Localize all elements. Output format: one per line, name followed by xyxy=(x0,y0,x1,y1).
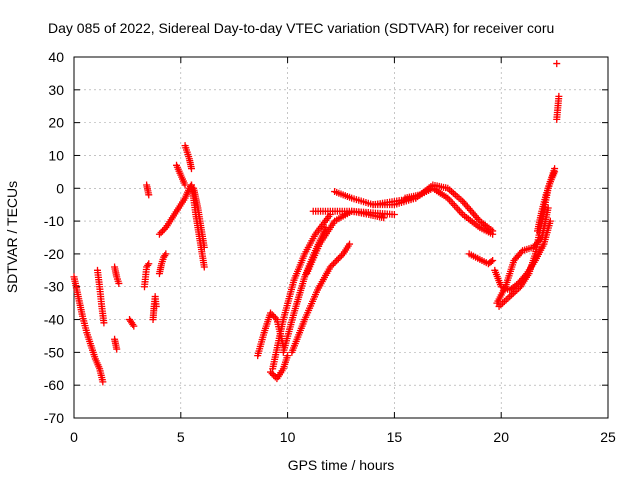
data-point xyxy=(155,230,163,238)
grid-lines xyxy=(74,57,608,418)
data-point xyxy=(326,263,334,271)
x-tick-label: 20 xyxy=(493,429,509,445)
data-point xyxy=(200,243,208,251)
data-point xyxy=(334,255,342,263)
y-tick-labels: -70 -60 -50 -40 -30 -20 -10 0 10 20 30 40 xyxy=(44,49,64,426)
y-tick-label: -30 xyxy=(44,279,64,295)
data-point xyxy=(544,204,552,212)
y-tick-label: 0 xyxy=(56,180,64,196)
data-point xyxy=(181,181,189,189)
x-tick-label: 5 xyxy=(177,429,185,445)
data-point xyxy=(113,345,121,353)
data-point xyxy=(333,256,341,264)
y-tick-label: -70 xyxy=(44,410,64,426)
data-point xyxy=(160,225,168,233)
y-tick-label: -40 xyxy=(44,312,64,328)
data-point xyxy=(462,201,470,209)
data-point xyxy=(328,261,336,269)
y-tick-label: 30 xyxy=(48,82,64,98)
chart-title: Day 085 of 2022, Sidereal Day-to-day VTE… xyxy=(48,20,554,36)
data-point xyxy=(162,250,170,258)
data-point xyxy=(268,311,276,319)
data-point xyxy=(200,263,208,271)
data-point xyxy=(471,212,479,220)
x-tick-label: 25 xyxy=(600,429,616,445)
data-point xyxy=(489,230,497,238)
plot-frame xyxy=(73,56,609,419)
y-tick-label: 20 xyxy=(48,115,64,131)
data-point xyxy=(187,165,195,173)
data-point xyxy=(555,92,563,100)
data-point xyxy=(270,312,278,320)
data-point xyxy=(463,203,471,211)
data-point xyxy=(380,214,388,222)
x-tick-labels: 0 5 10 15 20 25 xyxy=(70,429,616,445)
data-point xyxy=(467,206,475,214)
data-point xyxy=(271,314,279,322)
data-point xyxy=(270,371,278,379)
data-point xyxy=(489,256,497,264)
data-point xyxy=(144,261,152,269)
x-axis-title: GPS time / hours xyxy=(288,457,395,473)
data-point xyxy=(284,352,292,360)
data-point xyxy=(553,60,561,68)
data-point xyxy=(508,291,516,299)
data-point xyxy=(470,210,478,218)
data-point xyxy=(159,227,167,235)
data-point xyxy=(346,240,354,248)
x-tick-label: 10 xyxy=(280,429,296,445)
data-point xyxy=(152,302,160,310)
data-points xyxy=(70,60,563,386)
data-point xyxy=(487,258,495,266)
data-point xyxy=(460,199,468,207)
data-point xyxy=(331,258,339,266)
y-tick-label: -10 xyxy=(44,213,64,229)
data-point xyxy=(517,248,525,256)
data-point xyxy=(330,260,338,268)
data-point xyxy=(115,279,123,287)
y-tick-label: -20 xyxy=(44,246,64,262)
data-point xyxy=(502,296,510,304)
data-point xyxy=(506,293,514,301)
x-tick-label: 15 xyxy=(387,429,403,445)
y-tick-label: -50 xyxy=(44,344,64,360)
data-point xyxy=(99,378,107,386)
data-point xyxy=(267,309,275,317)
y-axis-title: SDTVAR / TECUs xyxy=(4,181,20,293)
y-tick-label: 10 xyxy=(48,147,64,163)
data-point xyxy=(390,211,398,219)
data-point xyxy=(130,322,138,330)
data-point xyxy=(100,319,108,327)
data-point xyxy=(161,252,169,260)
data-point xyxy=(551,168,559,176)
axis-ticks xyxy=(73,56,609,419)
data-point xyxy=(468,208,476,216)
data-point xyxy=(504,294,512,302)
y-tick-label: 40 xyxy=(48,49,64,65)
data-point xyxy=(157,229,165,237)
data-point xyxy=(145,191,153,199)
y-tick-label: -60 xyxy=(44,377,64,393)
data-point xyxy=(145,260,153,268)
data-point xyxy=(129,320,137,328)
data-point xyxy=(338,252,346,260)
data-point xyxy=(465,205,473,213)
data-point xyxy=(336,253,344,261)
x-tick-label: 0 xyxy=(70,429,78,445)
